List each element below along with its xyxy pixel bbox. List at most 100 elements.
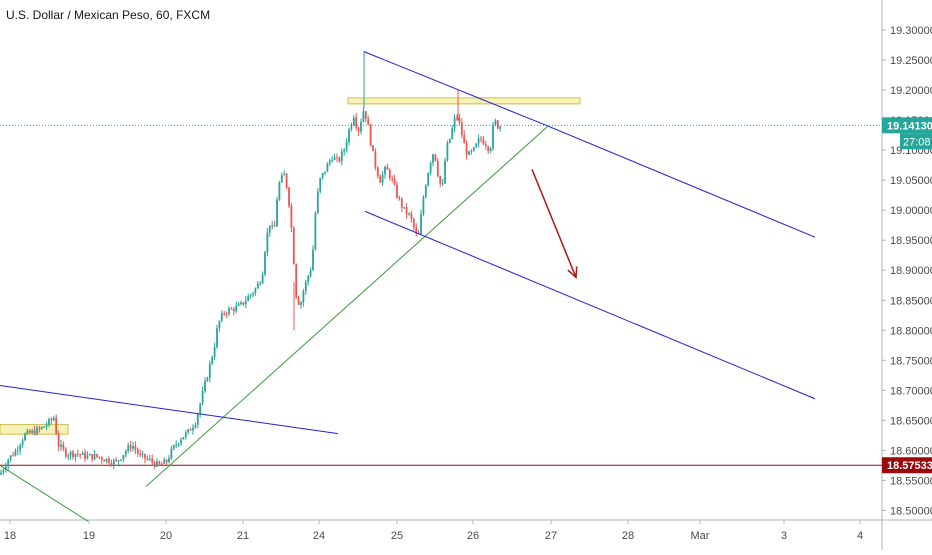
candle-up	[9, 455, 12, 460]
candle-up	[21, 440, 24, 446]
candle-up	[206, 377, 209, 382]
candle-down	[386, 166, 389, 170]
candle-up	[194, 424, 197, 428]
candle-down	[12, 455, 14, 457]
candle-up	[163, 459, 166, 464]
time-tick-label: 3	[781, 530, 787, 542]
candle-down	[295, 264, 298, 298]
candle-up	[235, 305, 238, 312]
candle-down	[110, 463, 113, 465]
candle-up	[448, 138, 451, 143]
candle-up	[441, 183, 444, 185]
candle-up	[52, 417, 55, 421]
candle-down	[79, 454, 82, 456]
candle-up	[127, 445, 130, 452]
candle-up	[472, 147, 475, 151]
candle-up	[266, 232, 269, 253]
candle-up	[120, 459, 122, 461]
candle-up	[7, 459, 10, 467]
candle-up	[316, 191, 319, 214]
candle-up	[211, 357, 214, 364]
candle-up	[444, 160, 446, 184]
candle-down	[38, 427, 41, 429]
candle-down	[134, 445, 137, 450]
candle-up	[451, 128, 454, 139]
time-tick-label: 28	[622, 530, 634, 542]
candle-down	[50, 419, 53, 421]
candle-down	[76, 453, 79, 455]
candle-down	[225, 313, 228, 315]
countdown-label: 27:08	[903, 136, 931, 148]
candle-up	[213, 347, 216, 358]
candle-down	[439, 175, 442, 184]
candle-down	[273, 225, 276, 227]
price-tick-label: 18.55000	[890, 475, 932, 487]
current-price-label-bg	[882, 117, 932, 134]
candle-up	[218, 320, 221, 329]
candle-down	[367, 118, 370, 125]
candle-down	[57, 434, 60, 447]
candle-up	[429, 162, 432, 173]
time-tick-label: 19	[83, 530, 95, 542]
descending-channel-line	[364, 210, 816, 400]
candle-up	[93, 454, 96, 460]
candle-down	[153, 462, 156, 467]
candle-up	[81, 452, 84, 455]
candle-up	[312, 249, 314, 271]
candle-down	[336, 157, 338, 159]
candle-up	[60, 444, 62, 447]
time-tick-label: 27	[545, 530, 557, 542]
candle-up	[489, 148, 492, 151]
candle-up	[67, 455, 70, 457]
candle-up	[31, 430, 34, 433]
forecast-arrow-head	[567, 266, 578, 280]
candle-up	[132, 445, 134, 449]
old-trendline	[0, 385, 339, 435]
candle-down	[338, 157, 341, 162]
price-tick-label: 18.50000	[890, 505, 932, 517]
candle-up	[256, 283, 259, 289]
candle-up	[228, 308, 230, 315]
candle-up	[254, 288, 257, 294]
candle-up	[280, 175, 283, 183]
candle-up	[343, 149, 346, 152]
candle-up	[112, 460, 115, 465]
candle-down	[151, 458, 154, 463]
candle-up	[453, 117, 456, 129]
candle-up	[352, 117, 355, 125]
candle-down	[415, 227, 418, 234]
candle-down	[160, 463, 163, 465]
candle-down	[146, 458, 149, 460]
candle-up	[88, 454, 91, 456]
candle-down	[456, 117, 458, 119]
candle-down	[129, 445, 132, 449]
price-tick-label: 18.65000	[890, 415, 932, 427]
candle-up	[424, 185, 427, 198]
time-tick-label: 26	[467, 530, 479, 542]
candle-down	[400, 198, 403, 208]
candle-down	[458, 118, 461, 123]
candle-down	[288, 187, 290, 206]
candle-up	[48, 419, 50, 426]
candle-up	[300, 302, 302, 305]
candle-down	[482, 139, 485, 145]
candle-down	[158, 461, 161, 464]
candle-down	[62, 444, 65, 449]
candle-up	[427, 172, 430, 186]
candle-down	[242, 302, 245, 305]
candle-down	[460, 122, 463, 135]
candle-down	[434, 154, 437, 161]
candle-up	[220, 313, 223, 321]
candle-down	[355, 117, 358, 128]
price-tick-label: 19.20000	[890, 85, 932, 97]
candle-up	[240, 302, 242, 305]
candle-down	[487, 146, 490, 151]
candle-up	[2, 469, 5, 473]
candle-up	[333, 157, 336, 160]
candle-up	[302, 291, 305, 303]
countdown-bg	[900, 133, 932, 150]
current-price-label: 19.14130	[887, 120, 932, 132]
candle-down	[297, 297, 300, 305]
candle-up	[422, 197, 425, 215]
